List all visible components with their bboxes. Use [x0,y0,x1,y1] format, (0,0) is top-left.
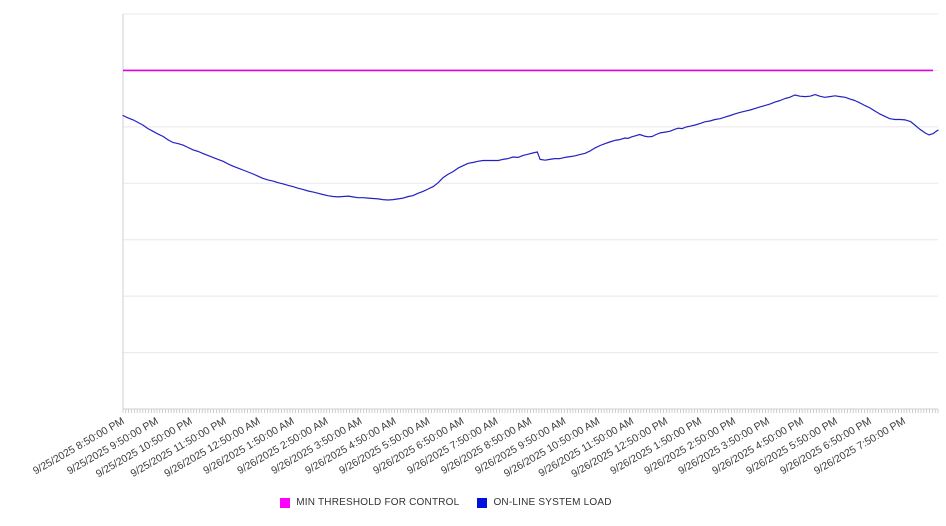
legend-label-online-system-load: ON-LINE SYSTEM LOAD [493,497,612,508]
gridlines [123,13,938,354]
legend-label-min-threshold: MIN THRESHOLD FOR CONTROL [296,497,460,508]
legend-swatch-online-system-load [477,497,488,508]
axes [122,14,938,413]
x-axis-labels: 9/25/2025 8:50:00 PM9/25/2025 9:50:00 PM… [31,415,908,480]
online-system-load-line [122,94,939,201]
x-minor-ticks [122,409,939,413]
legend-swatch-min-threshold [280,497,291,508]
legend-item-online-system-load[interactable]: ON-LINE SYSTEM LOAD [477,497,612,508]
legend-item-min-threshold[interactable]: MIN THRESHOLD FOR CONTROL [280,497,459,508]
chart-legend: MIN THRESHOLD FOR CONTROL ON-LINE SYSTEM… [0,497,919,508]
